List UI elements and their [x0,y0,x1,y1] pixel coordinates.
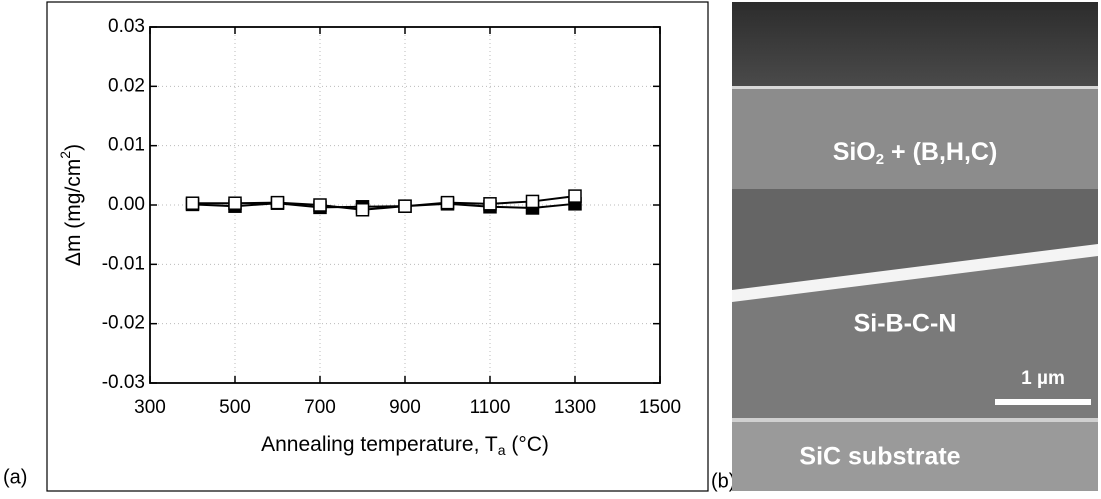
panel-frame [46,1,709,492]
x-tick-label: 500 [219,397,251,418]
interface [732,244,1098,302]
y-tick-label: 0.01 [108,135,145,156]
scale-bar [995,399,1091,405]
y-tick-label: 0.03 [108,16,145,37]
marker [483,197,497,211]
layer-label: SiC substrate [799,443,960,471]
layer-label: Si-B-C-N [854,310,957,338]
y-tick-label: 0.00 [108,194,145,215]
y-axis-label: Δm (mg/cm2) [57,144,85,266]
marker [568,189,582,203]
plot-frame [149,26,661,384]
x-tick-label: 700 [304,397,336,418]
marker [440,195,455,210]
layer-air [732,2,1098,86]
y-tick-label: -0.01 [102,253,145,274]
series-line [192,202,576,209]
interface [732,86,1098,89]
layer-label: SiO2 + (B,H,C) [833,138,998,168]
marker [355,202,370,217]
x-tick-label: 300 [134,397,166,418]
y-tick-label: 0.02 [108,75,145,96]
interface [732,418,1098,422]
layer-substrate [732,422,1098,491]
marker [313,198,327,212]
layer-oxide [732,89,1098,189]
x-tick-label: 1500 [639,397,681,418]
x-tick-label: 1100 [470,397,511,418]
y-tick-label: -0.03 [102,372,145,393]
marker [398,199,412,213]
x-axis-label: Annealing temperature, Ta (°C) [261,433,549,458]
x-tick-label: 900 [389,397,421,418]
panel-label: (a) [3,466,27,488]
marker [228,196,242,210]
marker [270,195,285,210]
y-tick-label: -0.02 [102,313,145,334]
marker [525,194,540,209]
layer-dark [732,189,1098,297]
marker [185,196,200,210]
scale-label: 1 µm [1021,368,1065,389]
x-tick-label: 1300 [554,397,596,418]
panel-label: (b) [711,470,735,492]
micrograph: 1 µm SiO2 + (B,H,C) Si-B-C-N SiC substra… [732,2,1098,491]
series-line [192,195,576,211]
